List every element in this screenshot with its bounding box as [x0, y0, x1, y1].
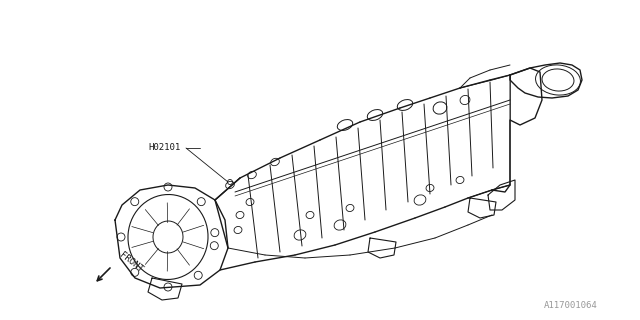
- Text: H02101: H02101: [148, 143, 180, 153]
- Text: A117001064: A117001064: [544, 301, 598, 310]
- Text: FRONT: FRONT: [118, 250, 145, 274]
